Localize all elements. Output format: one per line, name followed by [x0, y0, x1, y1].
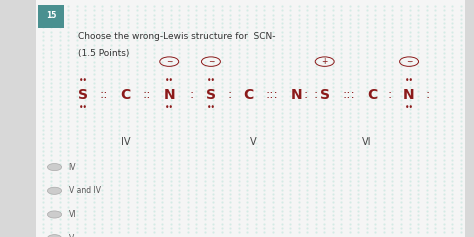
- Text: ••: ••: [405, 103, 413, 112]
- Text: ••: ••: [405, 76, 413, 85]
- Text: N: N: [403, 88, 415, 102]
- Text: VI: VI: [362, 137, 372, 147]
- Text: V: V: [69, 234, 74, 237]
- Text: C: C: [367, 88, 377, 102]
- Text: :: :: [228, 88, 232, 101]
- Text: IV: IV: [69, 163, 76, 172]
- Text: V: V: [250, 137, 257, 147]
- Text: :: :: [313, 88, 317, 101]
- Text: N: N: [291, 88, 302, 102]
- Text: S: S: [78, 88, 88, 102]
- Text: N: N: [164, 88, 175, 102]
- FancyBboxPatch shape: [38, 5, 64, 28]
- Text: ••: ••: [165, 103, 173, 112]
- Circle shape: [47, 235, 62, 237]
- Text: V and IV: V and IV: [69, 186, 101, 195]
- Text: ••: ••: [79, 76, 87, 85]
- Circle shape: [47, 211, 62, 218]
- Text: IV: IV: [121, 137, 131, 147]
- Text: +: +: [321, 57, 328, 66]
- Text: :: :: [388, 88, 392, 101]
- Text: S: S: [206, 88, 216, 102]
- Text: ••: ••: [207, 76, 215, 85]
- Circle shape: [47, 164, 62, 171]
- Text: −: −: [406, 57, 412, 66]
- Text: VI: VI: [69, 210, 76, 219]
- Text: C: C: [244, 88, 254, 102]
- Text: :: :: [426, 88, 430, 101]
- Text: :::: :::: [265, 88, 278, 101]
- Text: :: :: [190, 88, 194, 101]
- Text: Choose the wrong-Lewis structure for  SCN-: Choose the wrong-Lewis structure for SCN…: [78, 32, 276, 41]
- Circle shape: [47, 187, 62, 194]
- Text: C: C: [120, 88, 131, 102]
- Text: 15: 15: [46, 11, 56, 20]
- Text: ::: ::: [99, 88, 108, 101]
- Text: ::: ::: [143, 88, 151, 101]
- Text: ••: ••: [207, 103, 215, 112]
- Text: −: −: [208, 57, 214, 66]
- Text: S: S: [319, 88, 330, 102]
- FancyBboxPatch shape: [36, 0, 465, 237]
- Text: ••: ••: [79, 103, 87, 112]
- Text: −: −: [166, 57, 173, 66]
- Text: :::: :::: [342, 88, 355, 101]
- Text: ••: ••: [165, 76, 173, 85]
- Text: (1.5 Points): (1.5 Points): [78, 49, 129, 58]
- Text: :: :: [304, 88, 308, 101]
